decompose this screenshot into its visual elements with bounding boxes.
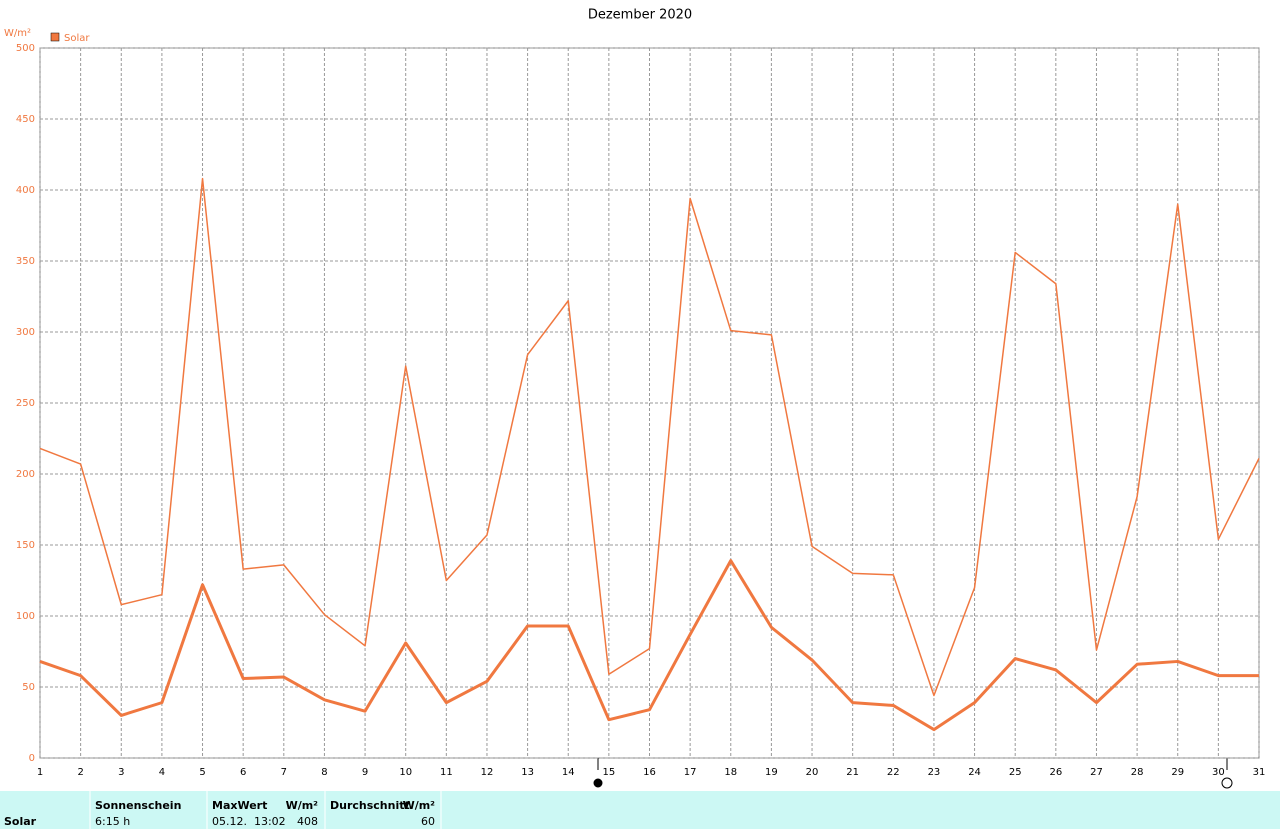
summary-table: Solar Sonnenschein 6:15 h MaxWert W/m² 0… xyxy=(0,791,1280,829)
x-tick-label: 10 xyxy=(399,767,412,778)
column-header: Durchschnitt xyxy=(330,799,410,812)
x-tick-label: 29 xyxy=(1171,767,1184,778)
x-tick-label: 27 xyxy=(1090,767,1103,778)
x-tick-label: 16 xyxy=(643,767,656,778)
x-tick-label: 24 xyxy=(968,767,981,778)
y-tick-label: 300 xyxy=(16,327,35,338)
y-tick-label: 50 xyxy=(22,682,35,693)
data-line xyxy=(39,559,1259,732)
cell: 05.12. 13:02 xyxy=(212,815,286,828)
row-label: Solar xyxy=(4,815,37,828)
y-axis-label: W/m² xyxy=(4,28,31,39)
x-tick-label: 15 xyxy=(602,767,615,778)
x-tick-label: 20 xyxy=(806,767,819,778)
x-tick-label: 7 xyxy=(281,767,287,778)
y-tick-label: 250 xyxy=(16,398,35,409)
x-tick-label: 18 xyxy=(724,767,737,778)
y-tick-label: 500 xyxy=(16,43,35,54)
column-unit: W/m² xyxy=(286,799,319,812)
y-tick-label: 150 xyxy=(16,540,35,551)
x-tick-label: 22 xyxy=(887,767,900,778)
x-tick-label: 13 xyxy=(521,767,534,778)
x-tick-label: 23 xyxy=(928,767,941,778)
x-tick-label: 4 xyxy=(159,767,165,778)
table-bg xyxy=(0,791,1280,829)
cell: 408 xyxy=(297,815,318,828)
x-tick-label: 9 xyxy=(362,767,368,778)
x-tick-label: 31 xyxy=(1253,767,1266,778)
cell: 60 xyxy=(421,815,435,828)
new-moon-icon xyxy=(1221,777,1233,789)
x-tick-label: 14 xyxy=(562,767,575,778)
column-header: Sonnenschein xyxy=(95,799,181,812)
legend-swatch xyxy=(50,32,60,42)
x-tick-label: 21 xyxy=(846,767,859,778)
column-header: MaxWert xyxy=(212,799,267,812)
y-tick-label: 400 xyxy=(16,185,35,196)
x-tick-label: 5 xyxy=(199,767,205,778)
data-line xyxy=(39,177,1260,697)
y-tick-label: 100 xyxy=(16,611,35,622)
x-tick-label: 12 xyxy=(481,767,494,778)
x-tick-label: 3 xyxy=(118,767,124,778)
column-unit: W/m² xyxy=(403,799,436,812)
y-tick-label: 200 xyxy=(16,469,35,480)
x-tick-label: 11 xyxy=(440,767,453,778)
legend-label: Solar xyxy=(64,33,90,44)
y-tick-label: 350 xyxy=(16,256,35,267)
x-tick-label: 25 xyxy=(1009,767,1022,778)
full-moon-icon xyxy=(593,778,603,788)
chart-title: Dezember 2020 xyxy=(588,8,692,23)
x-tick-label: 28 xyxy=(1131,767,1144,778)
cell: 6:15 h xyxy=(95,815,130,828)
x-tick-label: 17 xyxy=(684,767,697,778)
x-tick-label: 6 xyxy=(240,767,246,778)
x-tick-label: 2 xyxy=(77,767,83,778)
x-tick-label: 19 xyxy=(765,767,778,778)
x-tick-label: 30 xyxy=(1212,767,1225,778)
x-tick-label: 1 xyxy=(37,767,43,778)
y-tick-label: 450 xyxy=(16,114,35,125)
x-tick-label: 26 xyxy=(1049,767,1062,778)
y-tick-label: 0 xyxy=(29,753,35,764)
x-tick-label: 8 xyxy=(321,767,327,778)
